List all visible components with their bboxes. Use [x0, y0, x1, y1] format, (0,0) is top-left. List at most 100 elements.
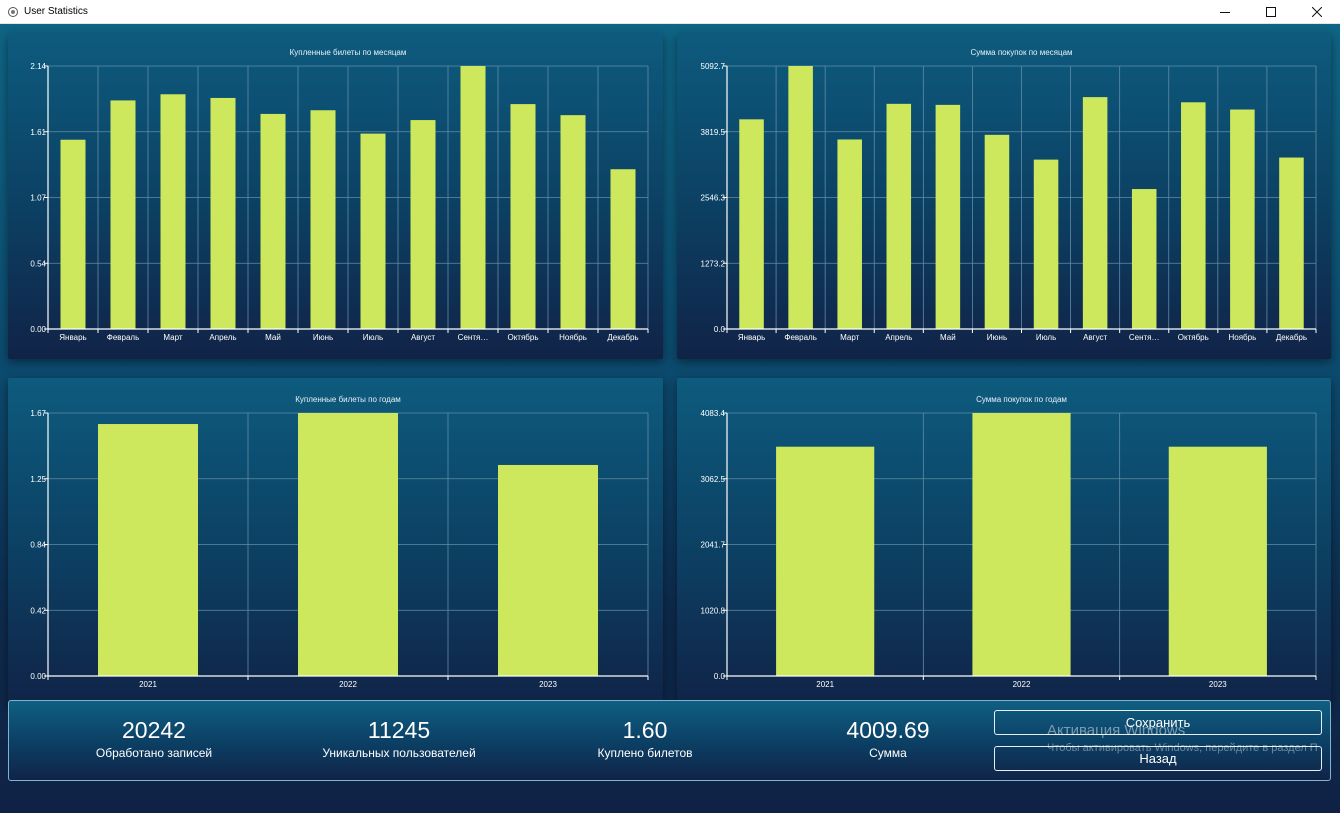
- x-category-label: Июнь: [313, 333, 333, 342]
- back-button[interactable]: Назад: [994, 746, 1322, 771]
- x-category-label: Декабрь: [1276, 333, 1307, 342]
- bar-2022: [298, 413, 398, 676]
- x-category-label: Май: [940, 333, 956, 342]
- x-category-label: 2021: [139, 680, 157, 689]
- stat-sum-value: 4009.69: [846, 717, 930, 743]
- y-tick-label: 1273.2: [701, 259, 726, 268]
- y-tick-label: 1.07: [30, 194, 46, 203]
- x-category-label: Март: [163, 333, 182, 342]
- x-category-label: Август: [411, 333, 435, 342]
- bar-Январь: [60, 139, 86, 329]
- bar-Сентя…: [460, 66, 486, 329]
- bar-Февраль: [110, 100, 136, 329]
- bar-Май: [260, 113, 286, 330]
- minimize-icon: [1220, 12, 1230, 13]
- x-category-label: Ноябрь: [559, 333, 587, 342]
- x-category-label: Август: [1083, 333, 1107, 342]
- stat-sum-label: Сумма: [869, 746, 907, 760]
- bar-Июль: [1033, 159, 1059, 329]
- bar-Август: [1082, 97, 1108, 329]
- chart-title: Сумма покупок по месяцам: [970, 48, 1072, 57]
- maximize-button[interactable]: [1248, 0, 1294, 24]
- y-tick-label: 0.00: [30, 672, 46, 681]
- windows-activation-text: Чтобы активировать Windows, перейдите в …: [1047, 742, 1318, 754]
- stat-tickets: 1.60 Куплено билетов: [545, 717, 745, 761]
- x-category-label: Январь: [59, 333, 86, 342]
- y-tick-label: 2546.3: [701, 194, 726, 203]
- save-button[interactable]: Сохранить: [994, 710, 1322, 735]
- bar-Июль: [360, 133, 386, 329]
- chart-title: Купленные билеты по месяцам: [290, 48, 407, 57]
- x-category-label: 2021: [816, 680, 834, 689]
- bar-Апрель: [210, 97, 236, 329]
- stat-sum: 4009.69 Сумма: [788, 717, 988, 761]
- y-tick-label: 1020.8: [701, 606, 726, 615]
- x-category-label: 2022: [339, 680, 357, 689]
- bar-Апрель: [886, 103, 912, 329]
- x-category-label: 2023: [539, 680, 557, 689]
- stat-records-label: Обработано записей: [95, 746, 213, 760]
- stat-tickets-value: 1.60: [622, 717, 668, 743]
- y-tick-label: 2041.7: [701, 541, 726, 550]
- chart-sum-by-month: Сумма покупок по месяцам 0.0 1273.2 2546.3 3…: [701, 48, 1317, 342]
- bar-Июнь: [984, 134, 1010, 329]
- x-category-label: Декабрь: [607, 333, 638, 342]
- y-tick-label: 0.00: [30, 325, 46, 334]
- stat-records-value: 20242: [122, 717, 186, 743]
- y-tick-label: 5092.7: [701, 62, 726, 71]
- bar-2023: [498, 464, 598, 676]
- window-title: User Statistics: [24, 6, 88, 17]
- y-tick-label: 4083.4: [701, 409, 726, 418]
- x-category-label: Март: [840, 333, 859, 342]
- bar-Февраль: [788, 66, 813, 329]
- bar-Август: [410, 120, 436, 329]
- window-titlebar: User Statistics: [0, 0, 1340, 24]
- chart-card-sum-by-month: Сумма покупок по месяцам 0.0 1273.2 2546.3 3…: [677, 33, 1331, 359]
- bar-Сентя…: [1131, 189, 1157, 329]
- window-controls: [1202, 0, 1340, 24]
- y-tick-label: 2.14: [30, 62, 46, 71]
- x-category-label: Февраль: [107, 333, 140, 342]
- bar-Март: [837, 139, 862, 329]
- bar-Октябрь: [510, 104, 536, 329]
- y-tick-label: 0.42: [30, 606, 46, 615]
- close-button[interactable]: [1294, 0, 1340, 24]
- stat-tickets-label: Куплено билетов: [597, 746, 693, 760]
- stat-unique-users-label: Уникальных пользователей: [322, 746, 476, 760]
- minimize-button[interactable]: [1202, 0, 1248, 24]
- bar-2023: [1168, 446, 1267, 676]
- y-tick-label: 0.84: [30, 541, 46, 550]
- bar-Декабрь: [610, 169, 636, 329]
- x-category-label: Июнь: [987, 333, 1007, 342]
- bar-Ноябрь: [560, 115, 586, 330]
- bar-Июнь: [310, 110, 336, 330]
- bar-Март: [160, 94, 186, 329]
- stat-unique-users: 11245 Уникальных пользователей: [299, 717, 499, 761]
- y-tick-label: 1.61: [30, 128, 46, 137]
- chart-tickets-by-month: Купленные билеты по месяцам 0.00 0.54 1.07 1…: [30, 48, 649, 342]
- app-icon: [8, 6, 18, 17]
- x-category-label: Сентя…: [1129, 333, 1160, 342]
- bar-Январь: [739, 119, 764, 329]
- y-tick-label: 1.67: [30, 409, 46, 418]
- chart-card-sum-by-year: Сумма покупок по годам 0.0 1020.8 2041.7 306…: [677, 378, 1331, 706]
- bar-2021: [776, 446, 875, 676]
- x-category-label: Октябрь: [1178, 333, 1209, 342]
- y-tick-label: 0.0: [714, 325, 726, 334]
- stat-unique-users-value: 11245: [367, 717, 431, 743]
- y-tick-label: 1.25: [30, 475, 46, 484]
- x-category-label: Апрель: [209, 333, 236, 342]
- stat-records: 20242 Обработано записей: [54, 717, 254, 761]
- x-category-label: Апрель: [885, 333, 912, 342]
- bar-2022: [972, 413, 1071, 676]
- x-category-label: Январь: [738, 333, 765, 342]
- windows-activation-title: Активация Windows: [1047, 722, 1186, 739]
- x-category-label: Февраль: [784, 333, 817, 342]
- x-category-label: 2023: [1209, 680, 1227, 689]
- bar-Декабрь: [1279, 157, 1304, 329]
- stats-panel: 20242 Обработано записей 11245 Уникальны…: [8, 700, 1331, 781]
- x-category-label: Октябрь: [507, 333, 538, 342]
- x-category-label: Сентя…: [458, 333, 489, 342]
- bar-Май: [935, 104, 961, 330]
- close-icon: [1312, 7, 1322, 17]
